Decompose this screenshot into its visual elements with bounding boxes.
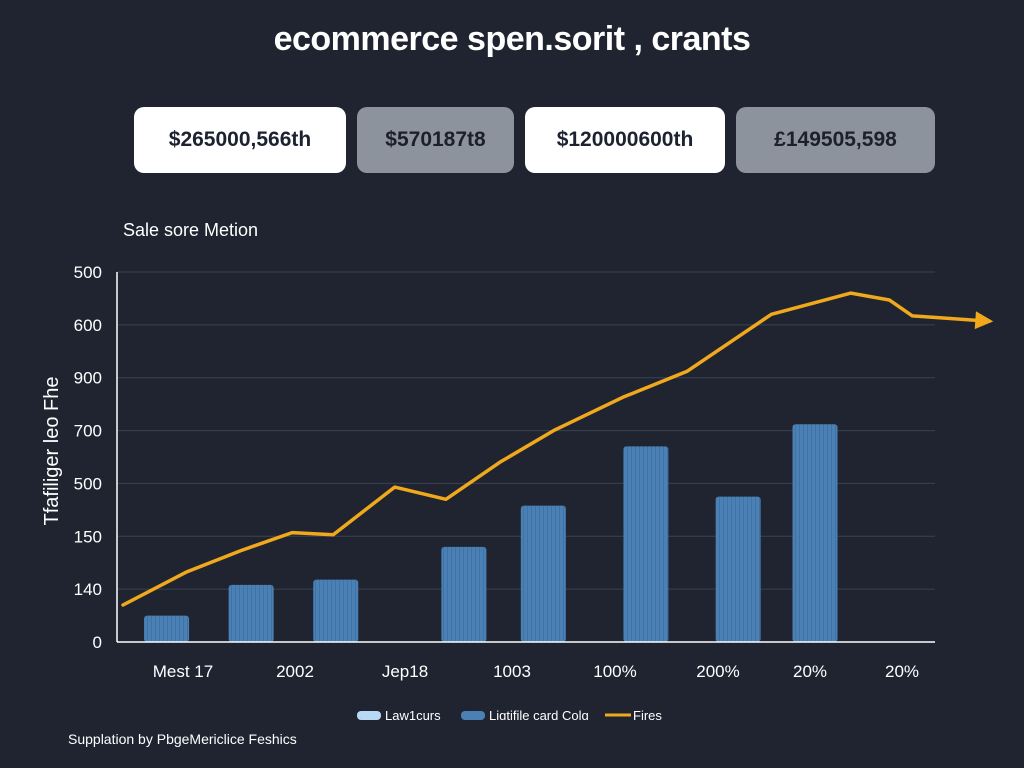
footer-credit: Supplation by PbgeMericlice Feshics: [68, 731, 297, 747]
x-tick-label: 20%: [793, 662, 827, 681]
y-tick-label: 140: [74, 580, 102, 599]
legend-item-card-label: Ligtifile card Colg: [489, 708, 589, 720]
x-tick-label: 20%: [885, 662, 919, 681]
stat-card-2: $570187t8: [357, 107, 514, 173]
legend-item-law1curs-label: Law1curs: [385, 708, 441, 720]
legend-item-fires-label: Fires: [633, 708, 662, 720]
y-tick-label: 500: [74, 263, 102, 282]
stat-card-3: $120000600th: [525, 107, 725, 173]
bar: [520, 505, 566, 642]
bar: [441, 546, 487, 642]
bar-line-chart: Sale sore Metion Tfafiliger leo Fhe 0 140…: [41, 220, 994, 723]
y-tick-label: 600: [74, 316, 102, 335]
x-tick-label: 2002: [276, 662, 314, 681]
chart-title: ecommerce spen.sorit , crants: [273, 20, 751, 58]
chart-area: Sale sore Metion Tfafiliger leo Fhe 0 140…: [0, 200, 1024, 723]
legend-item-card-swatch: [461, 711, 485, 720]
stat-cards: $265000,566th $570187t8 $120000600th £14…: [0, 107, 1024, 173]
x-tick-label: Mest 17: [153, 662, 213, 681]
line-series-fires: [121, 291, 992, 607]
bar: [623, 446, 669, 642]
x-tick-label: 100%: [593, 662, 636, 681]
stat-card-4-value: £149505,598: [774, 128, 897, 151]
y-tick-label: 700: [74, 422, 102, 441]
stat-card-2-value: $570187t8: [385, 128, 486, 151]
legend-item-law1curs-swatch: [357, 711, 381, 720]
x-tick-label: 1003: [493, 662, 531, 681]
y-tick-label: 900: [74, 369, 102, 388]
y-tick-label: 0: [93, 633, 102, 652]
stat-card-3-value: $120000600th: [556, 128, 694, 151]
x-tick-label: 200%: [696, 662, 739, 681]
bar: [715, 496, 761, 642]
line-end-arrow: [974, 311, 994, 330]
chart-subtitle: Sale sore Metion: [123, 220, 258, 240]
stat-card-4: £149505,598: [736, 107, 935, 173]
bar: [228, 584, 274, 642]
y-axis-label: Tfafiliger leo Fhe: [41, 377, 63, 526]
bar: [313, 579, 359, 642]
stat-card-1-value: $265000,566th: [168, 128, 312, 151]
y-tick-label: 500: [74, 474, 102, 493]
y-tick-label: 150: [74, 527, 102, 546]
x-tick-label: Jep18: [382, 662, 428, 681]
bar: [144, 615, 190, 642]
bar: [792, 424, 838, 642]
stat-card-1: $265000,566th: [134, 107, 346, 173]
